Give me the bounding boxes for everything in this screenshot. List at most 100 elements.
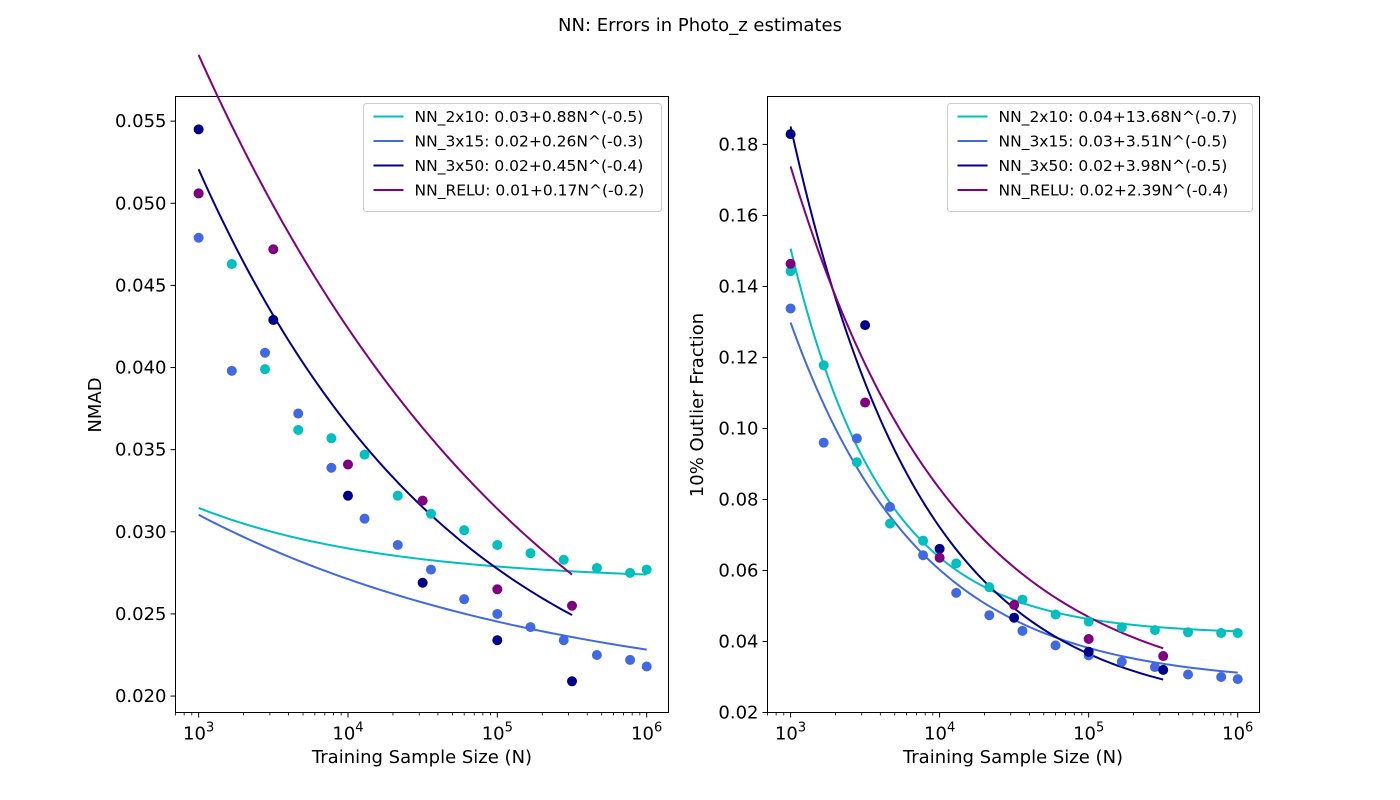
nmad-point-nn-relu	[417, 495, 428, 506]
nmad-fit-nn-3x15	[198, 513, 647, 651]
nmad-point-nn-2x10	[359, 449, 370, 460]
outlier-fit-nn-3x50	[789, 126, 1164, 681]
nmad-x-tick-label: 103	[183, 721, 214, 745]
nmad-point-nn-2x10	[591, 562, 602, 573]
outlier-point-nn-2x10	[884, 518, 895, 529]
outlier-y-tick-label: 0.02	[718, 703, 758, 724]
outlier-point-nn-2x10	[1183, 627, 1194, 638]
nmad-point-nn-relu	[193, 188, 204, 199]
outlier-point-nn-2x10	[1017, 594, 1028, 605]
nmad-x-axis-label: Training Sample Size (N)	[311, 747, 532, 768]
outlier-point-nn-3x50	[860, 320, 871, 331]
outlier-legend: NN_2x10: 0.04+13.68N^(-0.7) NN_3x15: 0.03…	[947, 103, 1253, 212]
outlier-point-nn-3x15	[1183, 669, 1194, 680]
nmad-point-nn-2x10	[625, 567, 636, 578]
outlier-point-nn-2x10	[1216, 627, 1227, 638]
outlier-point-nn-3x15	[884, 501, 895, 512]
outlier-ticks: 0.02 0.04 0.06 0.08 0.10 0.12 0.14 0.16 0.18 103 1…	[718, 134, 1253, 744]
outlier-y-tick-label: 0.10	[718, 418, 758, 439]
outlier-x-tick-label: 104	[924, 721, 955, 745]
nmad-point-nn-2x10	[558, 554, 569, 565]
nmad-y-tick-label: 0.045	[115, 275, 167, 296]
nmad-point-nn-3x50	[193, 124, 204, 135]
outlier-legend-box	[947, 103, 1253, 212]
outlier-y-tick-label: 0.12	[718, 347, 758, 368]
nmad-plot-area	[175, 96, 669, 713]
figure-title: NN: Errors in Photo_z estimates	[558, 15, 842, 36]
nmad-point-nn-relu	[567, 600, 578, 611]
nmad-point-nn-2x10	[392, 490, 403, 501]
nmad-point-nn-2x10	[492, 539, 503, 550]
nmad-y-tick-label: 0.030	[115, 522, 167, 543]
outlier-chart: 0.02 0.04 0.06 0.08 0.10 0.12 0.14 0.16 0.18 103 1…	[687, 96, 1260, 768]
nmad-x-tick-label: 106	[631, 721, 662, 745]
nmad-point-nn-relu	[492, 584, 503, 595]
outlier-x-tick-label: 106	[1222, 721, 1253, 745]
nmad-point-nn-2x10	[525, 548, 536, 559]
outlier-y-tick-label: 0.04	[718, 631, 758, 652]
nmad-point-nn-3x15	[641, 661, 652, 672]
outlier-x-tick-label: 105	[1073, 721, 1104, 745]
outlier-point-nn-2x10	[951, 558, 962, 569]
nmad-point-nn-3x50	[268, 314, 279, 325]
outlier-point-nn-3x50	[1158, 664, 1169, 675]
outlier-point-nn-2x10	[984, 582, 995, 593]
nmad-fit-lines	[197, 54, 647, 651]
nmad-point-nn-3x15	[260, 347, 271, 358]
nmad-point-nn-3x15	[525, 622, 536, 633]
outlier-point-nn-3x15	[851, 433, 862, 444]
outlier-point-nn-3x15	[984, 610, 995, 621]
nmad-y-tick-label: 0.035	[115, 440, 167, 461]
nmad-point-nn-3x15	[359, 513, 370, 524]
nmad-point-nn-2x10	[326, 433, 337, 444]
nmad-legend-label: NN_2x10: 0.03+0.88N^(-0.5)	[415, 108, 644, 127]
outlier-point-nn-2x10	[818, 360, 829, 371]
nmad-point-nn-3x15	[226, 365, 237, 376]
nmad-point-nn-2x10	[641, 564, 652, 575]
nmad-x-tick-label: 104	[332, 721, 363, 745]
outlier-point-nn-3x15	[1050, 640, 1061, 651]
nmad-y-tick-label: 0.040	[115, 358, 167, 379]
nmad-point-nn-3x15	[425, 564, 436, 575]
nmad-point-nn-3x15	[492, 608, 503, 619]
nmad-point-nn-2x10	[260, 364, 271, 375]
outlier-point-nn-2x10	[1232, 627, 1243, 638]
nmad-point-nn-3x15	[591, 650, 602, 661]
outlier-plot-area	[767, 96, 1260, 713]
outlier-point-nn-relu	[785, 258, 796, 269]
nmad-point-nn-2x10	[425, 508, 436, 519]
outlier-point-nn-3x15	[1232, 674, 1243, 685]
outlier-point-nn-3x15	[1149, 662, 1160, 673]
nmad-y-axis-label: NMAD	[85, 377, 106, 432]
outlier-point-nn-3x15	[818, 437, 829, 448]
outlier-point-nn-3x15	[951, 587, 962, 598]
outlier-point-nn-3x50	[934, 543, 945, 554]
outlier-legend-label: NN_2x10: 0.04+13.68N^(-0.7)	[999, 108, 1238, 127]
nmad-chart: 0.020 0.025 0.030 0.035 0.040 0.045 0.050 0.055…	[85, 54, 669, 768]
nmad-point-nn-2x10	[459, 525, 470, 536]
nmad-legend-label: NN_3x50: 0.02+0.45N^(-0.4)	[415, 157, 644, 176]
nmad-point-nn-relu	[342, 459, 353, 470]
nmad-fit-nn-relu	[197, 54, 573, 576]
outlier-x-tick-label: 103	[775, 721, 806, 745]
outlier-point-nn-relu	[934, 552, 945, 563]
outlier-point-nn-relu	[1158, 651, 1169, 662]
outlier-y-tick-label: 0.16	[718, 205, 758, 226]
nmad-y-tick-label: 0.025	[115, 604, 167, 625]
nmad-fit-nn-3x50	[197, 168, 573, 616]
outlier-legend-label: NN_3x15: 0.03+3.51N^(-0.5)	[999, 133, 1228, 152]
outlier-y-axis-label: 10% Outlier Fraction	[687, 313, 708, 497]
nmad-point-nn-3x50	[492, 635, 503, 646]
nmad-y-tick-label: 0.050	[115, 193, 167, 214]
nmad-y-tick-label: 0.020	[115, 686, 167, 707]
outlier-x-axis-label: Training Sample Size (N)	[902, 747, 1123, 768]
nmad-points	[193, 124, 652, 687]
nmad-legend: NN_2x10: 0.03+0.88N^(-0.5) NN_3x15: 0.02+…	[363, 103, 662, 212]
outlier-y-tick-label: 0.14	[718, 276, 758, 297]
outlier-point-nn-3x15	[785, 303, 796, 314]
nmad-point-nn-3x50	[342, 490, 353, 501]
nmad-ticks: 0.020 0.025 0.030 0.035 0.040 0.045 0.050 0.055…	[115, 111, 662, 744]
nmad-point-nn-3x50	[417, 577, 428, 588]
nmad-point-nn-3x15	[392, 539, 403, 550]
outlier-points	[785, 129, 1243, 685]
